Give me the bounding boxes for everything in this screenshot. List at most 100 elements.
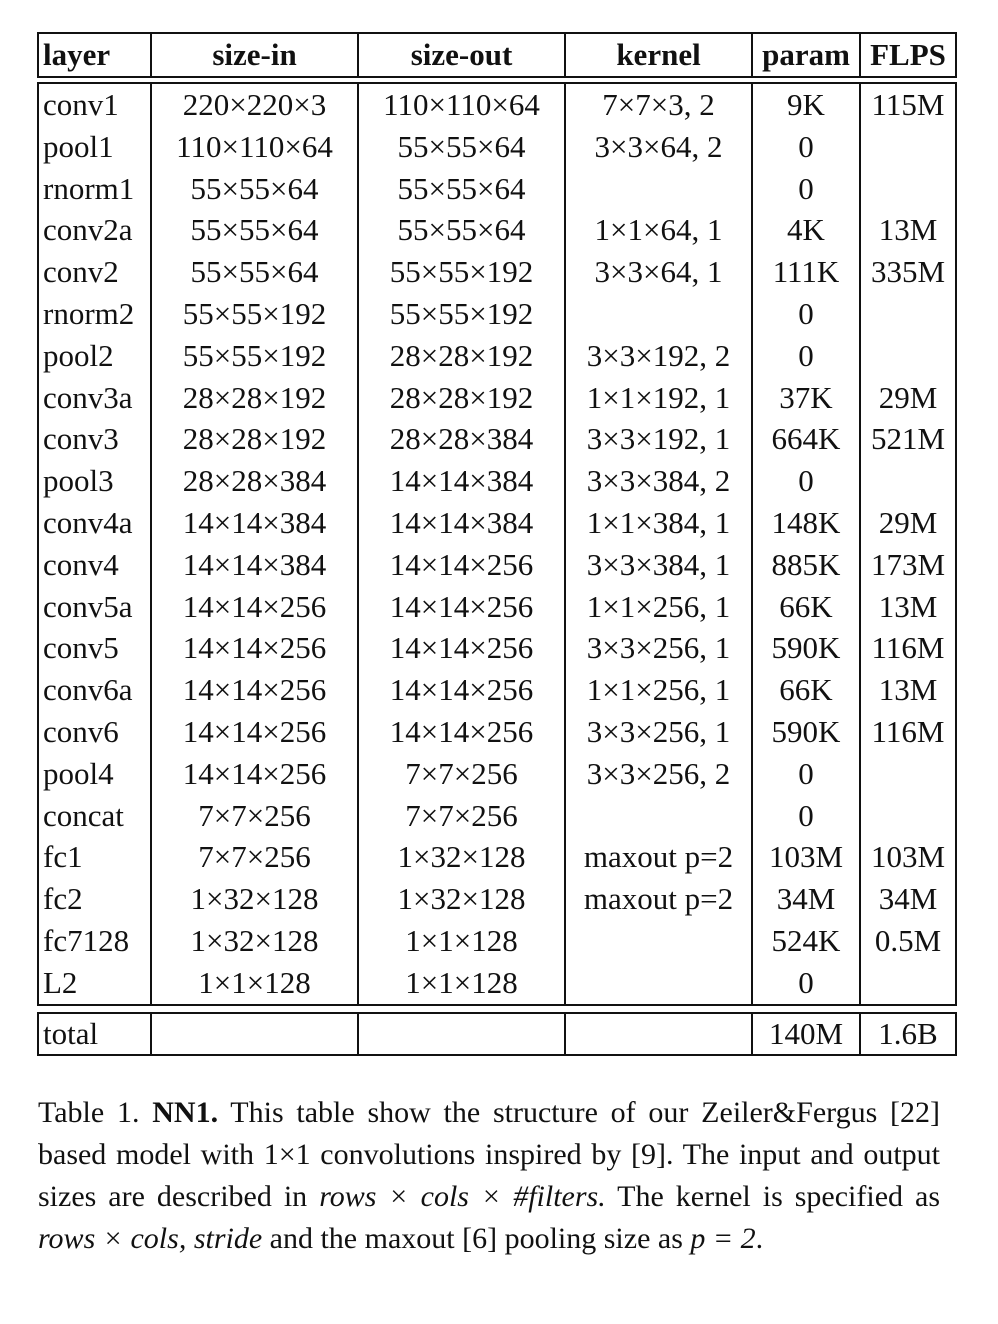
cell-param: 0	[751, 125, 861, 168]
cell-size-out: 55×55×64	[357, 167, 566, 210]
cell-size-out: 110×110×64	[357, 82, 566, 126]
table-row: conv2a 55×55×64 55×55×64 1×1×64, 1 4K 13M	[37, 209, 957, 252]
cell-param: 103M	[751, 836, 861, 879]
cell-param: 885K	[751, 543, 861, 586]
cell-size-in: 7×7×256	[150, 836, 359, 879]
cell-size-in: 220×220×3	[150, 82, 359, 126]
cell-flps: 116M	[859, 627, 957, 670]
cell-layer: L2	[37, 961, 152, 1006]
cell-flps	[859, 125, 957, 168]
total-size-out	[357, 1011, 566, 1056]
cell-flps	[859, 167, 957, 210]
cell-size-in: 14×14×384	[150, 501, 359, 544]
cell-kernel	[564, 292, 753, 335]
cell-flps: 13M	[859, 669, 957, 711]
cell-layer: conv1	[37, 82, 152, 126]
cell-flps: 521M	[859, 418, 957, 461]
cell-size-out: 14×14×256	[357, 669, 566, 711]
cell-size-in: 7×7×256	[150, 794, 359, 837]
cell-size-in: 14×14×384	[150, 543, 359, 586]
cell-size-in: 110×110×64	[150, 125, 359, 168]
cell-param: 0	[751, 794, 861, 837]
cell-flps: 103M	[859, 836, 957, 879]
cell-size-in: 28×28×192	[150, 376, 359, 419]
cell-param: 0	[751, 460, 861, 502]
cell-flps: 0.5M	[859, 919, 957, 962]
cell-size-out: 7×7×256	[357, 752, 566, 795]
cell-kernel: maxout p=2	[564, 878, 753, 920]
table-row: conv6 14×14×256 14×14×256 3×3×256, 1 590K 116…	[37, 710, 957, 753]
cell-flps: 29M	[859, 376, 957, 419]
cell-kernel	[564, 794, 753, 837]
table-row: conv5a 14×14×256 14×14×256 1×1×256, 1 66K 13M	[37, 585, 957, 628]
cell-kernel: 3×3×64, 1	[564, 251, 753, 293]
cell-size-in: 14×14×256	[150, 710, 359, 753]
cell-size-in: 55×55×64	[150, 251, 359, 293]
header-size-in: size-in	[150, 32, 359, 78]
table-row: fc2 1×32×128 1×32×128 maxout p=2 34M 34M	[37, 878, 957, 920]
cell-flps: 116M	[859, 710, 957, 753]
cell-layer: conv6a	[37, 669, 152, 711]
architecture-table: layer size-in size-out kernel param FLPS…	[37, 32, 957, 1056]
cell-size-out: 14×14×256	[357, 585, 566, 628]
cell-layer: conv5	[37, 627, 152, 670]
table-row: L2 1×1×128 1×1×128 0	[37, 961, 957, 1006]
cell-kernel	[564, 961, 753, 1006]
table-row: fc7128 1×32×128 1×1×128 524K 0.5M	[37, 919, 957, 962]
cell-param: 524K	[751, 919, 861, 962]
cell-layer: pool2	[37, 334, 152, 377]
cell-flps	[859, 794, 957, 837]
cell-param: 0	[751, 292, 861, 335]
cell-size-in: 55×55×64	[150, 209, 359, 252]
cell-layer: conv5a	[37, 585, 152, 628]
cell-param: 0	[751, 961, 861, 1006]
cell-layer: conv4	[37, 543, 152, 586]
table-row: conv2 55×55×64 55×55×192 3×3×64, 1 111K 335M	[37, 251, 957, 293]
cell-layer: conv4a	[37, 501, 152, 544]
caption-text-3: and the maxout [6] pooling size as	[269, 1222, 683, 1255]
table-row: conv6a 14×14×256 14×14×256 1×1×256, 1 66K 13M	[37, 669, 957, 711]
cell-size-in: 14×14×256	[150, 627, 359, 670]
table-row: conv4a 14×14×384 14×14×384 1×1×384, 1 148K 29…	[37, 501, 957, 544]
table-row: fc1 7×7×256 1×32×128 maxout p=2 103M 103M	[37, 836, 957, 879]
cell-flps: 29M	[859, 501, 957, 544]
caption-p-expression: p = 2	[690, 1222, 756, 1255]
cell-param: 34M	[751, 878, 861, 920]
cell-layer: conv2a	[37, 209, 152, 252]
cell-size-in: 55×55×192	[150, 334, 359, 377]
cell-flps: 34M	[859, 878, 957, 920]
cell-kernel: 3×3×384, 1	[564, 543, 753, 586]
caption-io-expression: rows × cols × #filters.	[319, 1180, 606, 1213]
cell-size-in: 1×32×128	[150, 878, 359, 920]
cell-kernel: 3×3×256, 2	[564, 752, 753, 795]
cell-flps	[859, 334, 957, 377]
cell-param: 0	[751, 334, 861, 377]
total-param: 140M	[751, 1011, 861, 1056]
header-kernel: kernel	[564, 32, 753, 78]
header-flps: FLPS	[859, 32, 957, 78]
cell-flps	[859, 460, 957, 502]
cell-param: 66K	[751, 585, 861, 628]
cell-size-out: 55×55×192	[357, 251, 566, 293]
cell-param: 9K	[751, 82, 861, 126]
caption-label: Table 1.	[38, 1096, 140, 1129]
cell-flps: 13M	[859, 585, 957, 628]
cell-size-in: 55×55×64	[150, 167, 359, 210]
cell-size-out: 1×32×128	[357, 836, 566, 879]
cell-flps	[859, 752, 957, 795]
cell-kernel: 3×3×192, 1	[564, 418, 753, 461]
cell-param: 0	[751, 752, 861, 795]
cell-layer: pool1	[37, 125, 152, 168]
cell-kernel: 3×3×64, 2	[564, 125, 753, 168]
cell-flps	[859, 292, 957, 335]
cell-size-in: 1×32×128	[150, 919, 359, 962]
cell-layer: concat	[37, 794, 152, 837]
cell-param: 590K	[751, 710, 861, 753]
cell-flps	[859, 961, 957, 1006]
cell-size-out: 55×55×64	[357, 125, 566, 168]
cell-param: 664K	[751, 418, 861, 461]
cell-layer: rnorm1	[37, 167, 152, 210]
cell-size-in: 55×55×192	[150, 292, 359, 335]
cell-param: 111K	[751, 251, 861, 293]
